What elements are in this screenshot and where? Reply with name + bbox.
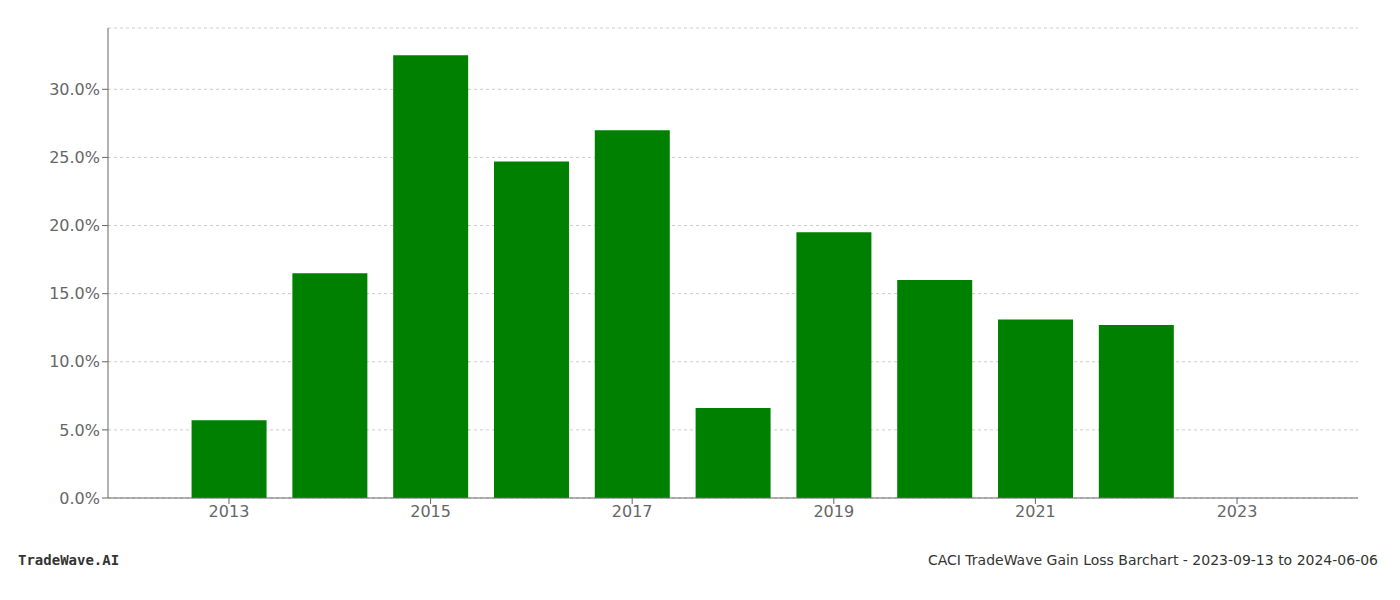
svg-text:15.0%: 15.0% xyxy=(49,284,100,303)
svg-text:2015: 2015 xyxy=(410,502,451,521)
svg-text:2013: 2013 xyxy=(209,502,250,521)
svg-text:25.0%: 25.0% xyxy=(49,148,100,167)
svg-text:10.0%: 10.0% xyxy=(49,352,100,371)
svg-text:0.0%: 0.0% xyxy=(59,489,100,508)
svg-text:2021: 2021 xyxy=(1015,502,1056,521)
svg-text:20.0%: 20.0% xyxy=(49,216,100,235)
svg-text:2017: 2017 xyxy=(612,502,653,521)
svg-text:2019: 2019 xyxy=(813,502,854,521)
html-text:CACI TradeWave Gain Loss Barch: CACI TradeWave Gain Loss Barchart - 2023… xyxy=(927,552,1378,568)
svg-text:30.0%: 30.0% xyxy=(49,80,100,99)
svg-text:2023: 2023 xyxy=(1217,502,1258,521)
html-text:TradeWave.AI: TradeWave.AI xyxy=(18,552,120,568)
svg-text:5.0%: 5.0% xyxy=(59,421,100,440)
